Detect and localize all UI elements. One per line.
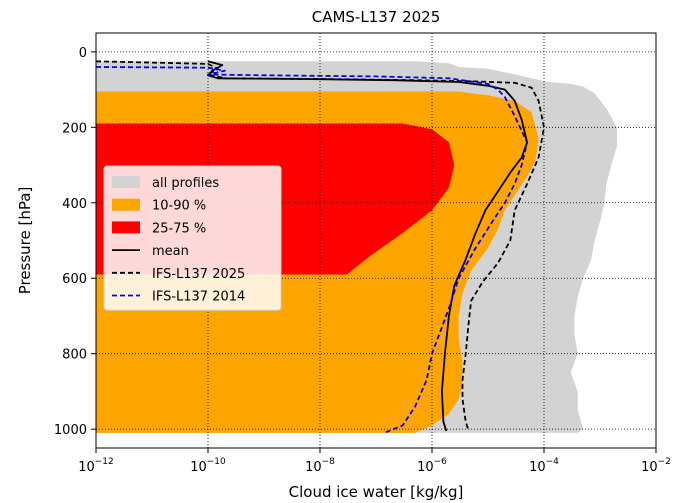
- legend-label-mean: mean: [152, 244, 189, 259]
- legend-label-ifs_2025: IFS-L137 2025: [152, 267, 245, 282]
- legend-label-ifs_2014: IFS-L137 2014: [152, 290, 245, 305]
- series-line-2: [95, 66, 528, 434]
- plot-frame: [95, 32, 657, 449]
- chart-title: CAMS-L137 2025: [312, 8, 441, 26]
- x-tick-label-5: 10−2: [641, 457, 671, 475]
- x-axis-label: Cloud ice water [kg/kg]: [289, 483, 464, 501]
- y-tick-label-1: 200: [62, 121, 87, 136]
- x-tick-label-2: 10−8: [305, 457, 335, 475]
- x-tick-label-4: 10−4: [529, 457, 559, 475]
- legend-swatch-all_profiles: [112, 176, 140, 188]
- y-axis-label: Pressure [hPa]: [16, 187, 34, 295]
- legend-label-p10_90: 10-90 %: [152, 199, 206, 214]
- y-tick-label-2: 400: [62, 197, 87, 212]
- y-tick-label-5: 1000: [54, 423, 87, 438]
- y-tick-label-4: 800: [62, 348, 87, 363]
- legend-box: [103, 165, 282, 311]
- x-tick-label-3: 10−6: [417, 457, 447, 475]
- legend-swatch-p25_75: [112, 221, 140, 234]
- axis-ticks: 10−12 10−10 10−8 10−6 10−4 10−2 0 200 400 600 800 1…: [54, 46, 671, 475]
- y-tick-label-0: 0: [79, 46, 87, 61]
- y-tick-label-3: 600: [62, 272, 87, 287]
- x-tick-label-1: 10−10: [190, 457, 226, 475]
- legend-label-p25_75: 25-75 %: [152, 221, 206, 236]
- legend-label-all_profiles: all profiles: [152, 176, 219, 191]
- legend-swatch-p10_90: [112, 198, 140, 211]
- x-tick-label-0: 10−12: [78, 457, 114, 475]
- chart-lines: [95, 60, 545, 434]
- legend: all profiles 10-90 % 25-75 % mean IFS-L137 2…: [103, 165, 282, 311]
- series-line-1: [95, 60, 545, 432]
